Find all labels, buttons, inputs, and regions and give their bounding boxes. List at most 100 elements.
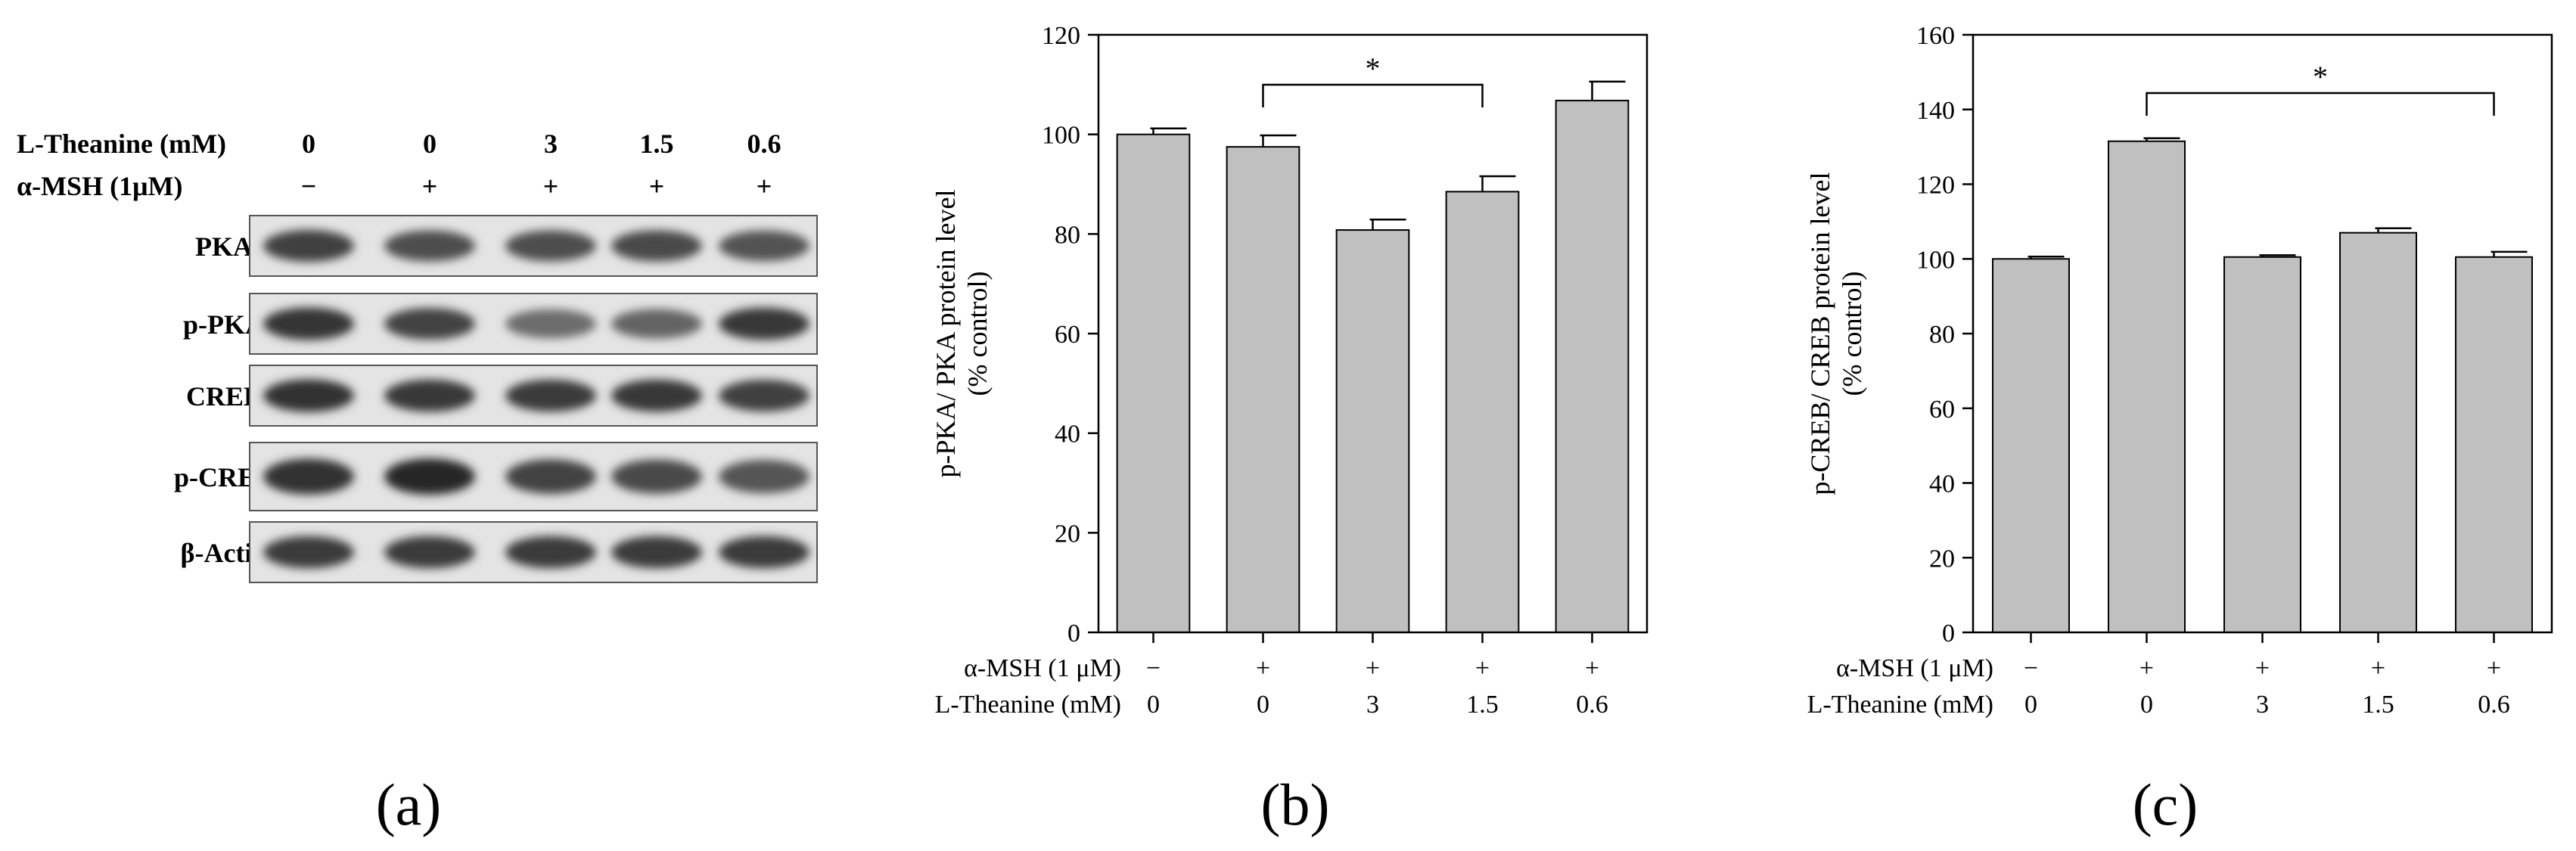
blot-band xyxy=(263,458,354,495)
panel-label-c: (c) xyxy=(2133,772,2198,837)
category-label: + xyxy=(2139,654,2154,682)
y-tick-label: 80 xyxy=(1055,221,1080,249)
category-label: 0.6 xyxy=(1576,691,1608,719)
bar xyxy=(2455,256,2533,633)
y-tick-label: 0 xyxy=(1067,620,1080,648)
blot-band xyxy=(384,230,475,262)
category-label: 0 xyxy=(2024,691,2037,719)
category-label: + xyxy=(2371,654,2385,682)
category-label: − xyxy=(1146,654,1161,682)
western-blot-panel: L-Theanine (mM) 0 0 3 1.5 0.6 α-MSH (1μM) − + + + +… xyxy=(17,129,818,583)
blot-band xyxy=(719,536,809,569)
blot-band xyxy=(384,379,475,412)
bar xyxy=(2339,231,2417,633)
blot-band xyxy=(263,229,354,262)
blot-band xyxy=(263,307,354,340)
blot-row: p-CREB xyxy=(174,442,818,511)
blot-band xyxy=(505,536,596,569)
bar xyxy=(1116,133,1191,633)
blot-header-rows: L-Theanine (mM) 0 0 3 1.5 0.6 α-MSH (1μM) − + + + + xyxy=(17,129,782,201)
bar xyxy=(1226,146,1300,633)
y-tick-label: 60 xyxy=(1055,321,1080,349)
category-label: + xyxy=(1256,654,1270,682)
blot-header-value: + xyxy=(422,171,438,201)
blot-band xyxy=(384,458,475,495)
blot-band xyxy=(505,230,596,262)
significance-marker: * xyxy=(2313,60,2328,94)
blot-band-rows: PKA p-PKA CREB p-CREB β-Actin xyxy=(174,215,818,583)
bar xyxy=(1335,229,1410,634)
y-tick-label: 140 xyxy=(1916,97,1955,125)
y-tick-label: 60 xyxy=(1929,396,1955,424)
blot-header-value: 3 xyxy=(544,129,558,159)
blot-band xyxy=(505,309,596,339)
blot-row: p-PKA xyxy=(183,293,818,355)
y-tick-label: 120 xyxy=(1042,22,1080,50)
chart-b: 0 20 40 60 80 100 120 p-PKA/ PKA protein level(… xyxy=(931,22,1648,719)
category-label: + xyxy=(1366,654,1380,682)
chart-c: 0 20 40 60 80 100 120 140 160 p-CREB/ CREB protei… xyxy=(1805,22,2553,719)
category-label: 0.6 xyxy=(2478,691,2510,719)
blot-row-label: PKA xyxy=(195,231,253,262)
blot-band xyxy=(611,379,702,412)
category-label: + xyxy=(2255,654,2270,682)
y-tick-label: 40 xyxy=(1055,421,1080,449)
y-axis-label: p-PKA/ PKA protein level xyxy=(931,190,961,478)
category-label: + xyxy=(1475,654,1490,682)
blot-band xyxy=(263,536,354,569)
y-tick-label: 100 xyxy=(1042,122,1080,150)
bar xyxy=(2108,140,2186,633)
y-tick-label: 20 xyxy=(1055,520,1080,548)
blot-band xyxy=(384,536,475,569)
category-label: 3 xyxy=(2256,691,2269,719)
category-row-label: α-MSH (1 μM) xyxy=(1836,654,1993,682)
category-label: 1.5 xyxy=(1466,691,1499,719)
category-row-label: L-Theanine (mM) xyxy=(935,691,1121,719)
y-axis-label: p-CREB/ CREB protein level xyxy=(1805,172,1835,495)
y-axis-label: (% control) xyxy=(962,272,993,396)
category-label: 1.5 xyxy=(2362,691,2394,719)
blot-row: CREB xyxy=(186,365,818,427)
blot-band xyxy=(505,459,596,494)
category-label: + xyxy=(1585,654,1599,682)
blot-band xyxy=(719,307,809,340)
blot-row: PKA xyxy=(195,215,818,277)
blot-header-value: 0 xyxy=(302,129,315,159)
panel-label-b: (b) xyxy=(1261,772,1330,837)
blot-band xyxy=(611,230,702,262)
blot-header-value: 0.6 xyxy=(747,129,782,159)
y-tick-label: 20 xyxy=(1929,545,1955,573)
blot-band xyxy=(505,379,596,412)
category-row-label: L-Theanine (mM) xyxy=(1807,691,1993,719)
bar xyxy=(1992,258,2070,633)
category-label: 3 xyxy=(1366,691,1379,719)
blot-band xyxy=(384,308,475,340)
y-tick-label: 120 xyxy=(1916,172,1955,200)
blot-header-value: − xyxy=(301,171,317,201)
blot-header-label: α-MSH (1μM) xyxy=(17,171,182,201)
category-label: − xyxy=(2024,654,2038,682)
blot-header-value: + xyxy=(649,171,665,201)
blot-band xyxy=(611,459,702,494)
y-tick-label: 0 xyxy=(1942,620,1955,648)
category-row-label: α-MSH (1 μM) xyxy=(964,654,1121,682)
category-label: 0 xyxy=(1257,691,1269,719)
blot-header-label: L-Theanine (mM) xyxy=(17,129,226,159)
blot-header-value: + xyxy=(543,171,559,201)
blot-band xyxy=(719,230,809,262)
bar xyxy=(1555,99,1630,633)
blot-band xyxy=(263,379,354,412)
category-label: 0 xyxy=(1147,691,1160,719)
blot-band xyxy=(611,536,702,569)
y-tick-label: 160 xyxy=(1916,22,1955,50)
blot-header-value: + xyxy=(757,171,772,201)
category-label: + xyxy=(2487,654,2501,682)
y-tick-label: 100 xyxy=(1916,246,1955,274)
significance-bracket xyxy=(2146,92,2495,116)
blot-header-value: 1.5 xyxy=(640,129,674,159)
significance-marker: * xyxy=(1366,51,1381,85)
bar xyxy=(1445,191,1520,633)
panel-label-a: (a) xyxy=(376,772,442,837)
blot-band xyxy=(611,309,702,339)
